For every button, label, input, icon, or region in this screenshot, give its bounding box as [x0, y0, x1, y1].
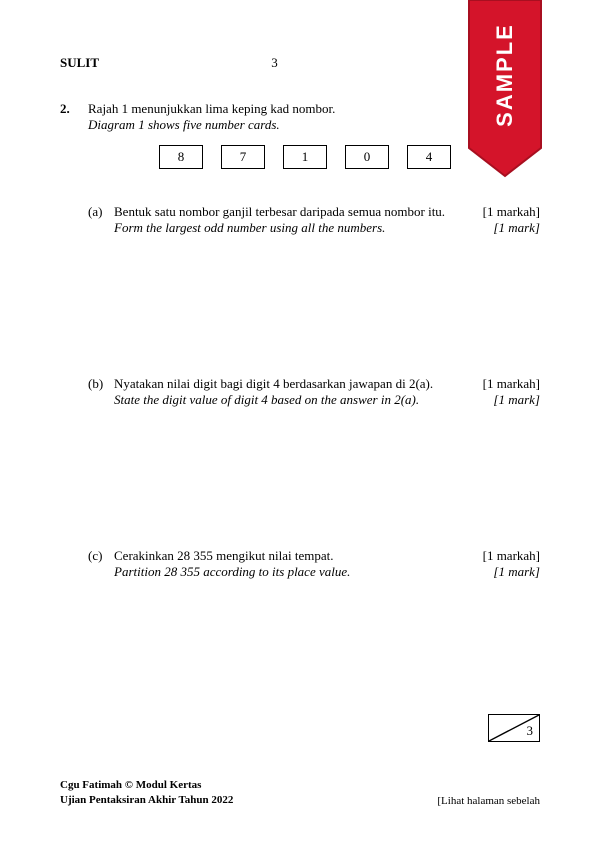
footer-author: Cgu Fatimah © Modul Kertas [60, 778, 233, 792]
page-number-top: 3 [271, 55, 278, 71]
subq-label: (a) [88, 204, 114, 236]
footer-left: Cgu Fatimah © Modul Kertas Ujian Pentaks… [60, 778, 233, 807]
subq-text-en: Form the largest odd number using all th… [114, 220, 462, 236]
number-card: 8 [159, 145, 203, 169]
classification-label: SULIT [60, 55, 99, 71]
question-number: 2. [60, 101, 88, 133]
watermark-text: SAMPLE [430, 35, 580, 115]
subquestion-a: (a) Bentuk satu nombor ganjil terbesar d… [60, 204, 540, 236]
subq-text-en: Partition 28 355 according to its place … [114, 564, 462, 580]
subq-text-en: State the digit value of digit 4 based o… [114, 392, 462, 408]
subq-label: (c) [88, 548, 114, 580]
subq-body: Nyatakan nilai digit bagi digit 4 berdas… [114, 376, 470, 408]
subq-label: (b) [88, 376, 114, 408]
marks-my: [1 markah] [470, 548, 540, 564]
subquestion-b: (b) Nyatakan nilai digit bagi digit 4 be… [60, 376, 540, 408]
question-prompt-my: Rajah 1 menunjukkan lima keping kad nomb… [88, 101, 335, 117]
subq-text-my: Bentuk satu nombor ganjil terbesar darip… [114, 204, 462, 220]
subq-body: Bentuk satu nombor ganjil terbesar darip… [114, 204, 470, 236]
subq-marks: [1 markah] [1 mark] [470, 204, 540, 236]
number-card: 4 [407, 145, 451, 169]
number-card: 7 [221, 145, 265, 169]
marks-en: [1 mark] [470, 220, 540, 236]
subq-text-my: Nyatakan nilai digit bagi digit 4 berdas… [114, 376, 462, 392]
subq-marks: [1 markah] [1 mark] [470, 548, 540, 580]
subquestion-c: (c) Cerakinkan 28 355 mengikut nilai tem… [60, 548, 540, 580]
marks-my: [1 markah] [470, 376, 540, 392]
question-prompt: Rajah 1 menunjukkan lima keping kad nomb… [88, 101, 335, 133]
sample-watermark: SAMPLE [465, 0, 545, 180]
number-card: 0 [345, 145, 389, 169]
footer-exam: Ujian Pentaksiran Akhir Tahun 2022 [60, 793, 233, 807]
question-prompt-en: Diagram 1 shows five number cards. [88, 117, 335, 133]
footer-turn-page: [Lihat halaman sebelah [437, 795, 540, 807]
subq-body: Cerakinkan 28 355 mengikut nilai tempat.… [114, 548, 470, 580]
subq-marks: [1 markah] [1 mark] [470, 376, 540, 408]
marks-my: [1 markah] [470, 204, 540, 220]
score-value: 3 [527, 723, 534, 739]
marks-en: [1 mark] [470, 564, 540, 580]
page-footer: Cgu Fatimah © Modul Kertas Ujian Pentaks… [60, 778, 540, 807]
score-box: 3 [488, 714, 540, 742]
subq-text-my: Cerakinkan 28 355 mengikut nilai tempat. [114, 548, 462, 564]
marks-en: [1 mark] [470, 392, 540, 408]
number-card: 1 [283, 145, 327, 169]
